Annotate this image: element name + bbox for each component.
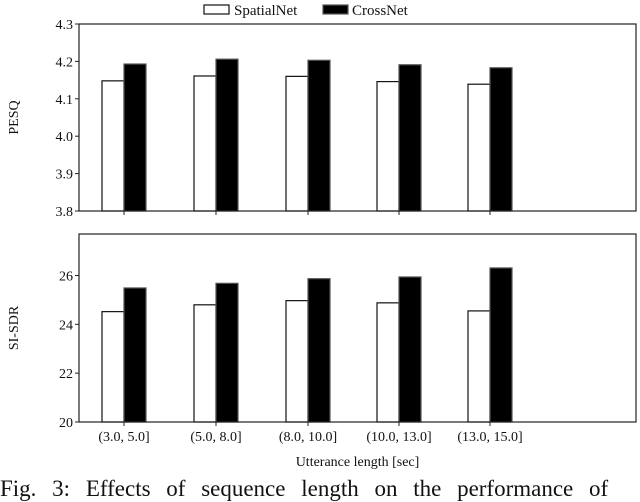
y-tick-label: 26 [59,270,73,285]
bar-crossnet-1 [215,282,239,423]
legend-swatch-spatialnet [203,4,230,15]
bar-spatialnet-0 [101,80,125,212]
bar-crossnet-3 [398,276,422,423]
bar-crossnet-1 [215,58,239,212]
plot-frame-1 [78,233,637,423]
y-axis-label: SI-SDR [7,305,22,350]
bar-spatialnet-3 [376,80,400,212]
bar-crossnet-2 [307,59,331,212]
bar-spatialnet-3 [376,302,400,423]
y-tick-label: 24 [59,318,73,333]
bar-spatialnet-1 [193,304,217,423]
bar-crossnet-2 [307,278,331,423]
legend-label-spatialnet: SpatialNet [234,3,298,19]
y-tick-label: 22 [59,367,73,382]
bar-crossnet-4 [489,267,513,423]
y-axis-label: PESQ [7,100,22,134]
y-tick-label: 4.0 [56,130,74,145]
y-tick-label: 4.2 [56,55,74,70]
x-tick-label: (3.0, 5.0] [98,430,149,445]
x-tick-label: (8.0, 10.0] [279,430,337,445]
x-tick-label: (5.0, 8.0] [190,430,241,445]
legend-swatch-crossnet [322,4,349,15]
figure-caption: Fig. 3: Effects of sequence length on th… [0,476,609,501]
legend-label-crossnet: CrossNet [352,3,409,19]
x-tick-label: (13.0, 15.0] [457,430,522,445]
bar-spatialnet-4 [467,83,491,212]
x-tick-label: (10.0, 13.0] [366,430,431,445]
y-tick-label: 3.9 [56,168,74,183]
bar-spatialnet-4 [467,310,491,423]
x-axis-label: Utterance length [sec] [296,455,420,470]
bar-crossnet-4 [489,67,513,212]
bar-spatialnet-2 [285,300,309,423]
bar-spatialnet-0 [101,311,125,423]
bar-crossnet-3 [398,64,422,212]
bar-crossnet-0 [123,287,147,423]
y-tick-label: 4.3 [56,18,74,33]
bar-crossnet-0 [123,63,147,212]
bar-spatialnet-1 [193,75,217,212]
y-tick-label: 4.1 [56,93,74,108]
plot-frame-0 [78,23,637,212]
y-tick-label: 20 [59,416,73,431]
y-tick-label: 3.8 [56,205,74,220]
bar-spatialnet-2 [285,75,309,212]
